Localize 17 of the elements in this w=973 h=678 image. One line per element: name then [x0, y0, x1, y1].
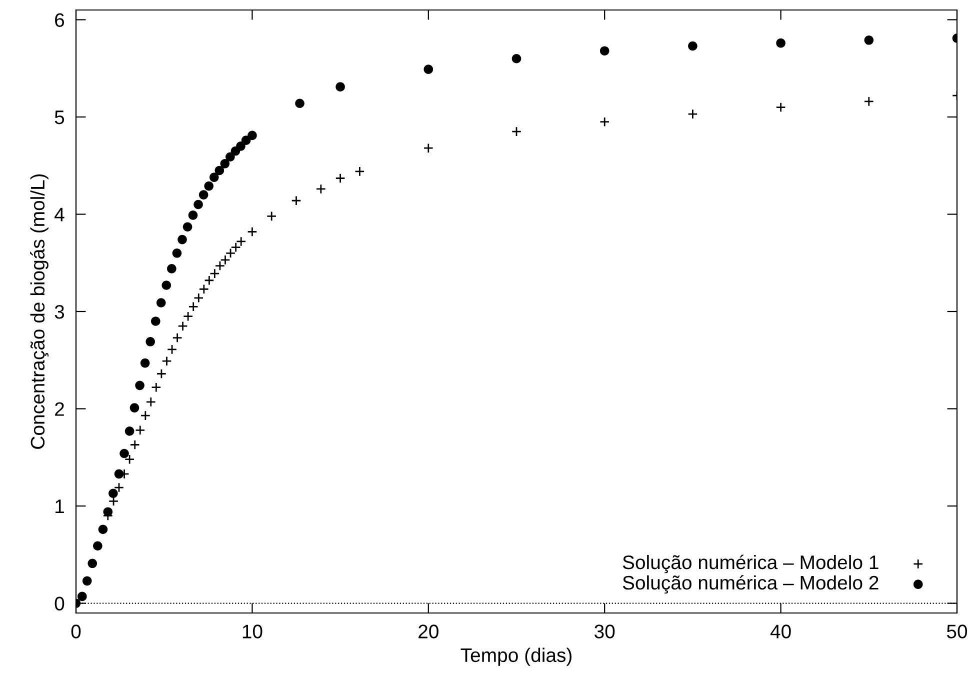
- y-tick-label: 4: [54, 208, 64, 222]
- y-tick-label: 2: [55, 402, 64, 416]
- y-tick-label: 1: [56, 500, 64, 514]
- y-tick-label: 0: [54, 596, 64, 611]
- x-tick-label: 10: [242, 624, 262, 638]
- x-axis-title: Tempo (dias): [460, 648, 572, 666]
- x-tick-label: 40: [770, 624, 791, 638]
- x-tick-label: 50: [946, 624, 968, 638]
- y-tick-label: 5: [54, 110, 64, 124]
- y-tick-label: 3: [54, 304, 64, 319]
- x-tick-label: 20: [418, 624, 438, 638]
- x-tick-label: 0: [71, 624, 81, 638]
- legend-label: Solução numérica – Modelo 2: [622, 575, 878, 594]
- y-axis-title: Concentração de biogás (mol/L): [30, 174, 49, 449]
- y-tick-label: 6: [55, 13, 64, 27]
- x-tick-label: 30: [594, 624, 615, 638]
- legend-label: Solução numérica – Modelo 1: [622, 554, 878, 574]
